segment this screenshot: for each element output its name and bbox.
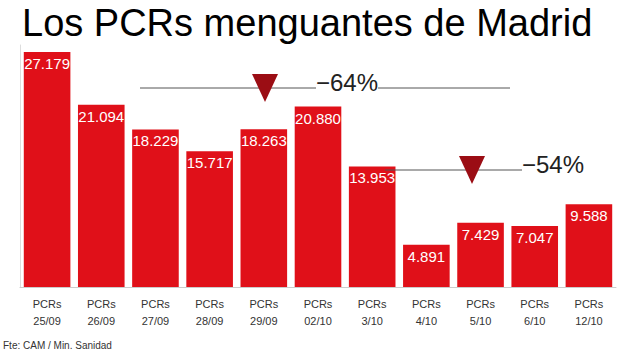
svg-text:26/09: 26/09: [88, 315, 116, 327]
svg-text:PCRs: PCRs: [141, 298, 170, 310]
svg-text:PCRs: PCRs: [466, 298, 495, 310]
svg-text:25/09: 25/09: [33, 315, 61, 327]
svg-text:9.588: 9.588: [570, 207, 608, 224]
svg-text:Los PCRs menguantes de Madrid: Los PCRs menguantes de Madrid: [22, 2, 592, 44]
svg-text:−64%: −64%: [316, 69, 378, 96]
svg-text:13.953: 13.953: [349, 169, 395, 186]
svg-text:PCRs: PCRs: [575, 298, 604, 310]
svg-text:27/09: 27/09: [142, 315, 170, 327]
svg-text:7.047: 7.047: [516, 229, 554, 246]
svg-text:21.094: 21.094: [78, 108, 124, 125]
svg-text:29/09: 29/09: [250, 315, 278, 327]
svg-text:20.880: 20.880: [295, 110, 341, 127]
svg-text:Fte: CAM / Min. Sanidad: Fte: CAM / Min. Sanidad: [3, 340, 112, 351]
svg-text:PCRs: PCRs: [412, 298, 441, 310]
svg-text:18.229: 18.229: [133, 132, 179, 149]
svg-text:15.717: 15.717: [187, 154, 233, 171]
svg-text:28/09: 28/09: [196, 315, 224, 327]
svg-text:PCRs: PCRs: [87, 298, 116, 310]
svg-text:7.429: 7.429: [462, 226, 500, 243]
svg-text:3/10: 3/10: [361, 315, 382, 327]
svg-text:PCRs: PCRs: [249, 298, 278, 310]
svg-text:6/10: 6/10: [524, 315, 545, 327]
svg-text:PCRs: PCRs: [33, 298, 62, 310]
svg-text:PCRs: PCRs: [195, 298, 224, 310]
svg-text:27.179: 27.179: [24, 55, 70, 72]
svg-text:5/10: 5/10: [470, 315, 491, 327]
svg-text:PCRs: PCRs: [520, 298, 549, 310]
svg-text:PCRs: PCRs: [358, 298, 387, 310]
svg-text:−54%: −54%: [522, 151, 584, 178]
svg-text:PCRs: PCRs: [304, 298, 333, 310]
svg-text:4.891: 4.891: [408, 248, 446, 265]
svg-text:12/10: 12/10: [575, 315, 603, 327]
svg-text:18.263: 18.263: [241, 132, 287, 149]
svg-text:4/10: 4/10: [416, 315, 437, 327]
svg-text:02/10: 02/10: [304, 315, 332, 327]
